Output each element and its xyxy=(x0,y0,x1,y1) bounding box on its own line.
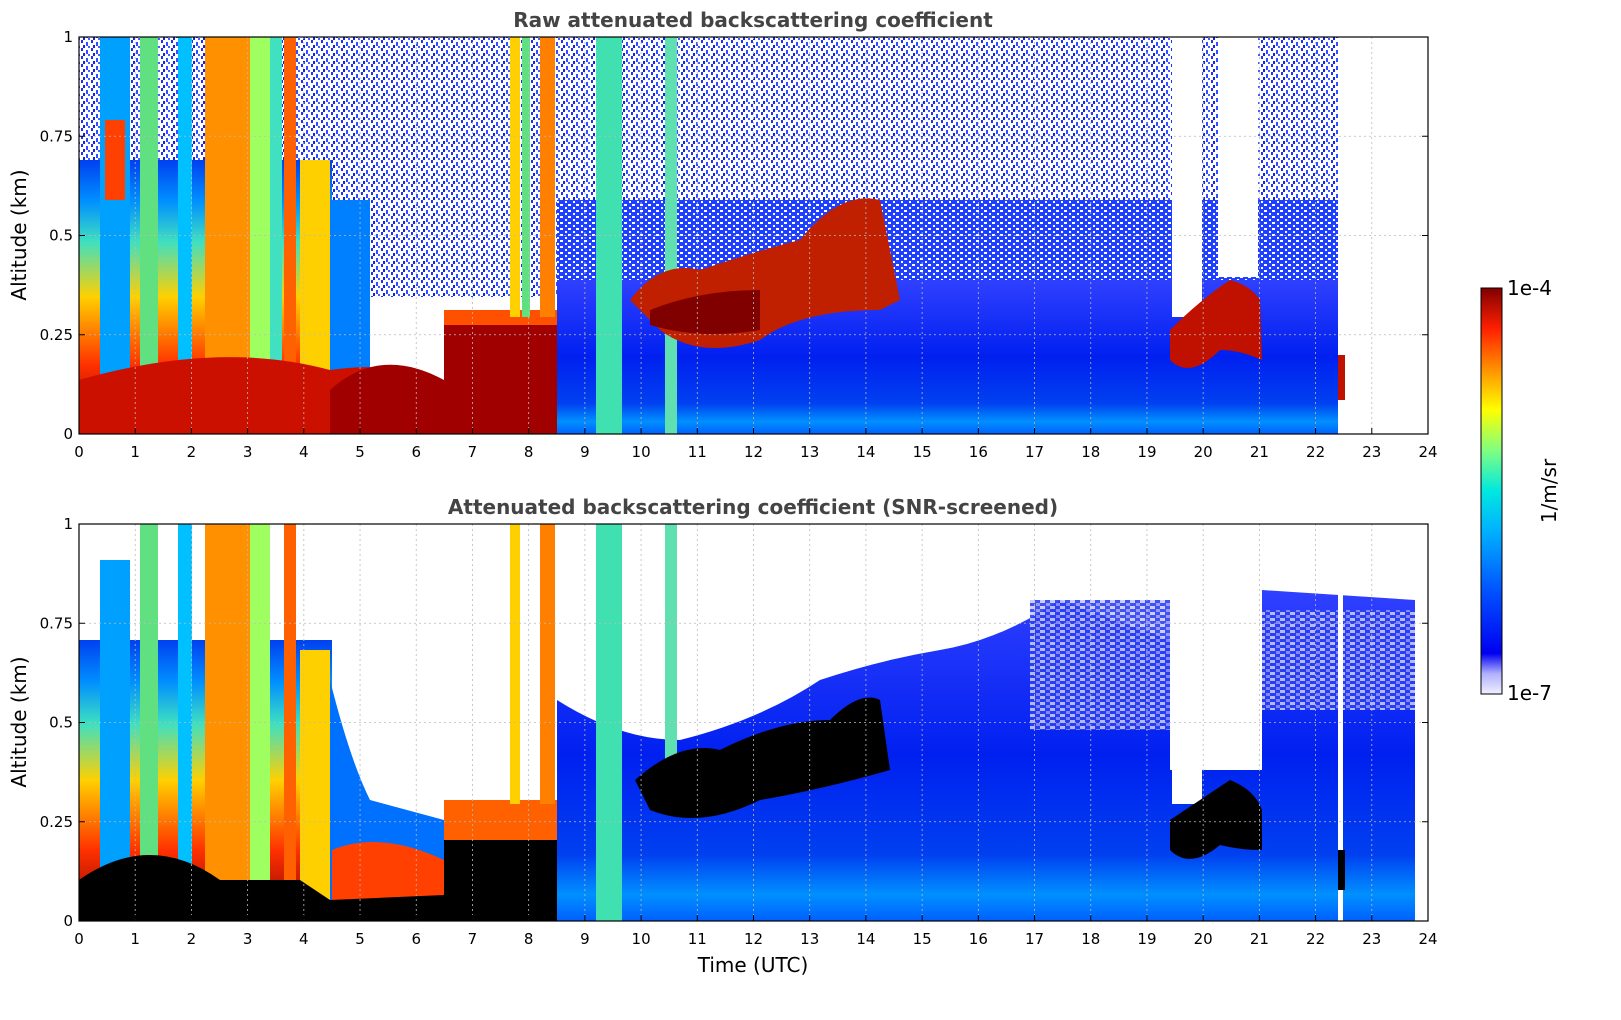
x-tick-label: 4 xyxy=(299,443,309,461)
x-tick-label: 2 xyxy=(187,443,197,461)
grid xyxy=(79,37,1428,434)
y-tick-label: 0.5 xyxy=(49,714,73,732)
x-tick-label: 24 xyxy=(1418,443,1437,461)
x-tick-label: 17 xyxy=(1025,443,1044,461)
colorbar-gradient xyxy=(1480,287,1503,695)
x-tick-label: 3 xyxy=(243,443,253,461)
y-tick-label: 1 xyxy=(63,28,73,46)
x-tick-label: 1 xyxy=(130,443,140,461)
panel-title-raw: Raw attenuated backscattering coefficien… xyxy=(513,8,993,32)
x-tick-label: 6 xyxy=(411,930,421,948)
x-tick-label: 5 xyxy=(355,443,365,461)
axis-ticks: 0 1 2 3 4 5 6 7 8 9 10 11 12 13 14 15 16 17 18 19 20 21 22 23 24… xyxy=(40,28,1438,461)
x-tick-label: 11 xyxy=(688,930,707,948)
colorbar-unit-label: 1/m/sr xyxy=(1537,458,1561,523)
x-tick-label: 24 xyxy=(1418,930,1437,948)
y-tick-label: 0.75 xyxy=(40,127,73,145)
axis-ticks: 0 1 2 3 4 5 6 7 8 9 10 11 12 13 14 15 16 17 18 19 20 21 22 23 24… xyxy=(40,515,1438,948)
colorbar-min-label: 1e-7 xyxy=(1507,681,1552,705)
x-tick-label: 12 xyxy=(744,443,763,461)
x-tick-label: 8 xyxy=(524,930,534,948)
y-tick-label: 0.25 xyxy=(40,813,73,831)
y-axis-label: Altitude (km) xyxy=(7,169,31,300)
x-tick-label: 3 xyxy=(243,930,253,948)
x-tick-label: 6 xyxy=(411,443,421,461)
x-tick-label: 13 xyxy=(800,930,819,948)
x-tick-label: 17 xyxy=(1025,930,1044,948)
x-tick-label: 4 xyxy=(299,930,309,948)
x-tick-label: 20 xyxy=(1194,930,1213,948)
x-tick-label: 18 xyxy=(1081,930,1100,948)
x-tick-label: 12 xyxy=(744,930,763,948)
x-tick-label: 10 xyxy=(632,443,651,461)
x-tick-label: 22 xyxy=(1306,930,1325,948)
x-tick-label: 19 xyxy=(1137,443,1156,461)
x-tick-label: 23 xyxy=(1362,930,1381,948)
x-tick-label: 9 xyxy=(580,930,590,948)
x-tick-label: 14 xyxy=(856,930,875,948)
y-tick-label: 0.5 xyxy=(49,227,73,245)
x-tick-label: 15 xyxy=(913,930,932,948)
colorbar: 1e-4 1e-7 1/m/sr xyxy=(1480,276,1561,705)
y-tick-label: 0.25 xyxy=(40,326,73,344)
x-tick-label: 11 xyxy=(688,443,707,461)
x-tick-label: 7 xyxy=(468,443,478,461)
x-tick-label: 16 xyxy=(969,930,988,948)
x-tick-label: 15 xyxy=(913,443,932,461)
y-axis-label: Altitude (km) xyxy=(7,656,31,787)
x-tick-label: 21 xyxy=(1250,443,1269,461)
panel-raw: Raw attenuated backscattering coefficien… xyxy=(7,8,1438,461)
x-tick-label: 20 xyxy=(1194,443,1213,461)
x-tick-label: 14 xyxy=(856,443,875,461)
x-axis-label: Time (UTC) xyxy=(697,953,809,977)
x-tick-label: 19 xyxy=(1137,930,1156,948)
colorbar-max-label: 1e-4 xyxy=(1507,276,1552,300)
x-tick-label: 16 xyxy=(969,443,988,461)
y-tick-label: 0 xyxy=(63,425,73,443)
panel-screened: Attenuated backscattering coefficient (S… xyxy=(7,495,1438,977)
grid xyxy=(79,524,1428,921)
x-tick-label: 5 xyxy=(355,930,365,948)
x-tick-label: 13 xyxy=(800,443,819,461)
x-tick-label: 23 xyxy=(1362,443,1381,461)
x-tick-label: 1 xyxy=(130,930,140,948)
x-tick-label: 22 xyxy=(1306,443,1325,461)
x-tick-label: 18 xyxy=(1081,443,1100,461)
x-tick-label: 21 xyxy=(1250,930,1269,948)
y-tick-label: 1 xyxy=(63,515,73,533)
y-tick-label: 0 xyxy=(63,912,73,930)
y-tick-label: 0.75 xyxy=(40,614,73,632)
panel-title-screened: Attenuated backscattering coefficient (S… xyxy=(448,495,1058,519)
x-tick-label: 7 xyxy=(468,930,478,948)
x-tick-label: 8 xyxy=(524,443,534,461)
x-tick-label: 9 xyxy=(580,443,590,461)
x-tick-label: 0 xyxy=(74,930,84,948)
x-tick-label: 0 xyxy=(74,443,84,461)
x-tick-label: 10 xyxy=(632,930,651,948)
x-tick-label: 2 xyxy=(187,930,197,948)
